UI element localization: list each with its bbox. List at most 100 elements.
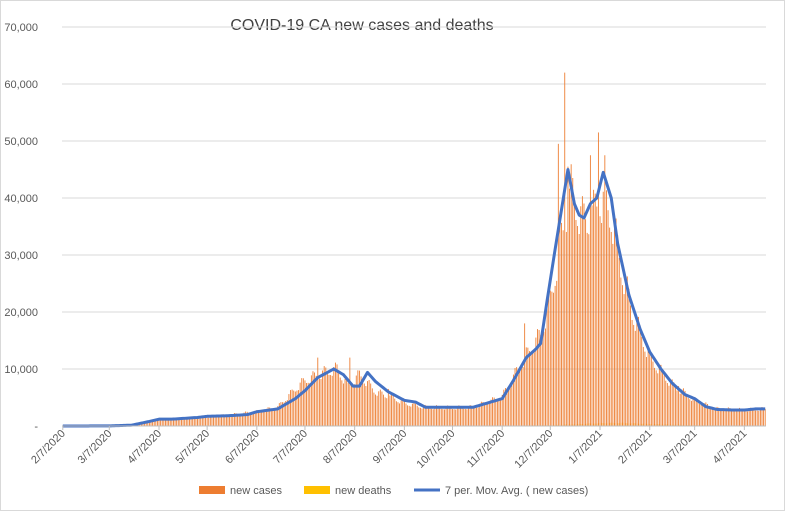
- cases-bar: [649, 349, 651, 426]
- cases-bar: [320, 379, 322, 426]
- cases-bar: [567, 166, 569, 426]
- cases-bar: [682, 388, 684, 426]
- cases-bar: [325, 367, 327, 426]
- cases-bar: [519, 370, 521, 426]
- cases-bar: [246, 411, 248, 426]
- cases-bar: [525, 347, 527, 426]
- cases-bar: [405, 403, 407, 426]
- cases-bar: [179, 418, 181, 426]
- cases-bar: [551, 291, 553, 426]
- cases-bar: [216, 416, 218, 426]
- y-tick-label: 60,000: [4, 79, 38, 91]
- cases-bar: [248, 412, 250, 426]
- cases-bar: [386, 398, 388, 426]
- cases-bar: [713, 410, 715, 426]
- cases-bar: [169, 419, 171, 426]
- cases-bar: [743, 411, 745, 426]
- cases-bar: [306, 382, 307, 426]
- cases-bar: [559, 225, 561, 426]
- cases-bar: [650, 354, 652, 426]
- cases-bar: [445, 406, 447, 426]
- cases-bar: [288, 394, 290, 426]
- cases-bar: [278, 403, 280, 426]
- cases-bar: [185, 419, 187, 426]
- cases-bar: [200, 416, 202, 426]
- cases-bar: [201, 416, 203, 426]
- cases-bar: [543, 331, 545, 426]
- cases-bar: [208, 417, 210, 426]
- cases-bar: [636, 319, 638, 426]
- cases-bar: [561, 222, 562, 426]
- cases-bar: [164, 418, 166, 426]
- cases-bar: [605, 190, 607, 426]
- cases-bar: [580, 206, 582, 426]
- cases-bar: [740, 408, 742, 426]
- cases-bar: [689, 399, 691, 426]
- cases-bar: [504, 388, 506, 426]
- cases-bar: [697, 401, 699, 426]
- cases-bar: [710, 408, 712, 426]
- cases-bar: [476, 407, 477, 426]
- cases-bar: [716, 406, 718, 426]
- cases-bar: [686, 394, 688, 426]
- cases-bar: [258, 410, 259, 426]
- cases-bar: [205, 417, 206, 426]
- cases-bar: [357, 370, 359, 426]
- cases-bar: [272, 409, 274, 426]
- cases-bar: [360, 376, 362, 426]
- cases-bar: [644, 351, 646, 426]
- cases-bar: [707, 403, 708, 426]
- cases-bar: [737, 408, 739, 426]
- cases-bar: [718, 407, 720, 426]
- cases-bar: [655, 370, 657, 426]
- cases-bar: [723, 410, 724, 426]
- cases-bar: [442, 409, 444, 426]
- legend-label-new-cases: new cases: [230, 485, 282, 497]
- cases-bar: [646, 356, 647, 426]
- cases-bar: [184, 419, 186, 426]
- cases-bar: [227, 415, 229, 426]
- cases-bar: [270, 408, 272, 426]
- cases-bar: [453, 409, 455, 426]
- cases-bar: [596, 206, 598, 426]
- cases-bar: [206, 417, 208, 426]
- cases-bar: [342, 383, 344, 426]
- cases-bar: [553, 292, 554, 426]
- cases-bar: [282, 402, 283, 426]
- cases-bar: [458, 405, 460, 426]
- cases-bar: [699, 403, 700, 426]
- cases-bar: [609, 227, 611, 426]
- cases-bar: [634, 330, 636, 426]
- cases-bar: [351, 385, 352, 426]
- cases-bar: [490, 399, 492, 426]
- cases-bar: [484, 403, 486, 426]
- cases-bar: [511, 384, 513, 426]
- cases-bar: [589, 155, 591, 426]
- cases-bar: [346, 378, 348, 426]
- cases-bar: [397, 402, 399, 426]
- cases-bar: [630, 305, 631, 426]
- y-tick-label: 30,000: [4, 250, 38, 262]
- cases-bar: [158, 419, 160, 426]
- cases-bar: [341, 380, 343, 426]
- cases-bar: [747, 411, 748, 426]
- cases-bar: [225, 415, 227, 426]
- cases-bar: [532, 352, 534, 426]
- cases-bar: [500, 399, 502, 426]
- cases-bar: [620, 277, 622, 426]
- cases-bar: [599, 216, 601, 426]
- cases-bar: [293, 390, 295, 426]
- cases-bar: [209, 416, 211, 426]
- cases-bar: [506, 391, 508, 426]
- cases-bar: [575, 220, 577, 426]
- cases-bar: [472, 407, 474, 426]
- cases-bar: [577, 225, 579, 426]
- cases-bar: [516, 367, 518, 426]
- cases-bar: [657, 373, 659, 426]
- cases-bar: [745, 411, 747, 426]
- cases-bar: [317, 357, 319, 426]
- cases-bar: [756, 410, 758, 426]
- cases-bar: [233, 413, 235, 426]
- cases-bar: [400, 400, 402, 426]
- cases-bar: [466, 409, 468, 426]
